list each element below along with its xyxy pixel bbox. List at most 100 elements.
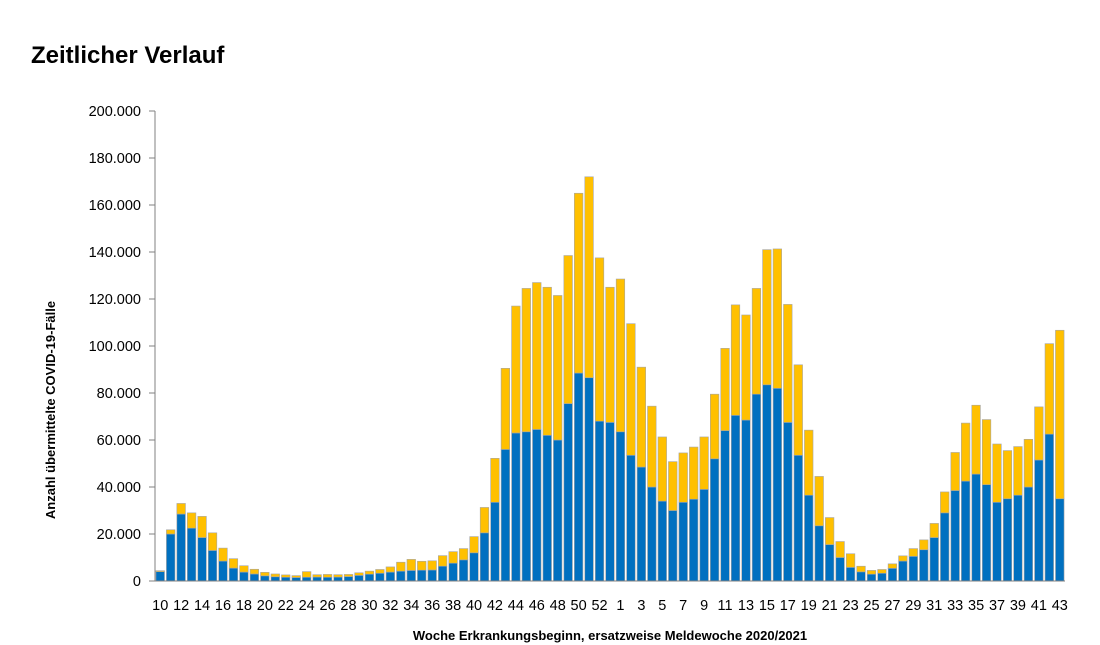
bar-segment-upper (187, 512, 197, 529)
bar-segment-lower (291, 577, 301, 582)
bar-segment-upper (647, 405, 657, 488)
bar-segment-upper (793, 364, 803, 456)
bar-segment-upper (908, 548, 918, 557)
x-tick-label: 40 (466, 598, 482, 614)
bar-segment-upper (877, 569, 887, 574)
x-tick-label: 5 (658, 598, 666, 614)
bar-segment-lower (971, 473, 981, 582)
bar-segment-lower (1044, 433, 1054, 582)
bar-segment-lower (636, 466, 646, 582)
bar-segment-lower (1055, 498, 1065, 582)
bar-segment-upper (270, 573, 280, 578)
bar-segment-lower (657, 500, 667, 582)
bar-segment-upper (1034, 406, 1044, 461)
bar-segment-lower (1034, 459, 1044, 582)
bar-segment-upper (574, 192, 584, 374)
bar-segment-lower (1013, 494, 1023, 582)
bar-segment-upper (291, 575, 301, 578)
bar-segment-lower (354, 575, 364, 582)
bar-segment-upper (898, 555, 908, 562)
x-tick-label: 21 (822, 598, 838, 614)
bar-segment-lower (981, 484, 992, 582)
x-tick-label: 9 (700, 598, 708, 614)
bar-segment-upper (176, 503, 186, 515)
bar-segment-upper (197, 516, 207, 538)
bar-segment-upper (427, 560, 437, 571)
bar-segment-lower (187, 527, 197, 582)
bar-segment-upper (814, 476, 824, 527)
bar-segment-lower (730, 415, 741, 582)
bar-segment-upper (406, 559, 416, 571)
bar-segment-upper (856, 565, 866, 573)
bar-segment-lower (751, 393, 762, 582)
bar-segment-upper (490, 458, 500, 503)
bar-segment-upper (762, 249, 772, 386)
bar-segment-lower (919, 549, 929, 582)
x-tick-label: 50 (571, 598, 587, 614)
y-tick-label: 60.000 (97, 433, 141, 449)
bar-segment-upper (981, 419, 992, 485)
page-title: Zeitlicher Verlauf (31, 42, 225, 69)
x-tick-label: 17 (780, 598, 796, 614)
bar-segment-lower (490, 501, 500, 582)
bar-segment-upper (584, 176, 594, 379)
bar-segment-upper (312, 574, 322, 578)
x-tick-label: 27 (884, 598, 900, 614)
x-tick-label: 36 (424, 598, 440, 614)
bar-segment-upper (166, 529, 176, 535)
bar-segment-lower (866, 573, 877, 582)
bar-segment-lower (458, 559, 469, 582)
bar-segment-upper (804, 429, 814, 496)
bar-segment-lower (950, 490, 960, 582)
bar-segment-upper (950, 452, 960, 491)
bar-segment-upper (228, 558, 239, 569)
bar-segment-upper (343, 574, 354, 577)
bar-segment-lower (448, 562, 458, 582)
bar-segment-lower (176, 513, 186, 582)
bar-segment-upper (605, 286, 615, 423)
x-tick-label: 15 (759, 598, 775, 614)
x-tick-label: 38 (445, 598, 461, 614)
bar-segment-lower (804, 494, 814, 582)
x-axis-ticks: 10 12 14 16 18 20 22 24 26 28 30 32 34 36 38 40 42 44 46 48… (152, 598, 1068, 614)
bar-segment-upper (438, 555, 448, 567)
bar-segment-upper (961, 422, 971, 482)
bar-segment-upper (500, 368, 510, 450)
bar-segment-lower (825, 544, 835, 582)
bar-segment-lower (699, 489, 709, 582)
bar-segment-lower (762, 384, 772, 582)
bar-segment-lower (197, 537, 207, 582)
bar-segment-lower (720, 430, 730, 582)
x-tick-label: 41 (1031, 598, 1047, 614)
bar-segment-lower (992, 501, 1002, 582)
x-tick-label: 22 (278, 598, 294, 614)
x-tick-label: 10 (152, 598, 168, 614)
bar-segment-lower (710, 458, 720, 582)
x-tick-label: 48 (550, 598, 566, 614)
bar-segment-upper (521, 288, 531, 433)
bar-segment-upper (657, 436, 667, 502)
bar-segment-upper (553, 295, 563, 441)
bar-segment-upper (594, 257, 605, 422)
bar-segment-lower (605, 422, 615, 582)
y-tick-label: 20.000 (97, 527, 141, 543)
bar-segment-upper (1002, 450, 1013, 500)
x-axis-title: Woche Erkrankungsbeginn, ersatzweise Mel… (413, 628, 807, 643)
bar-segment-upper (1055, 329, 1065, 500)
x-tick-label: 35 (968, 598, 984, 614)
bar-segment-upper (887, 563, 898, 569)
bar-segment-upper (741, 314, 751, 421)
bar-segment-upper (281, 574, 291, 578)
x-tick-label: 30 (361, 598, 377, 614)
bar-segment-lower (406, 570, 416, 582)
bar-segment-lower (333, 576, 343, 582)
x-tick-label: 26 (320, 598, 336, 614)
bar-segment-upper (835, 541, 845, 558)
bar-segment-upper (940, 491, 950, 514)
bar-segment-upper (730, 304, 741, 416)
bar-segment-lower (438, 565, 448, 582)
bar-segment-upper (479, 507, 490, 534)
x-tick-label: 42 (487, 598, 503, 614)
bar-segment-lower (783, 422, 793, 582)
bar-segment-lower (469, 552, 479, 582)
